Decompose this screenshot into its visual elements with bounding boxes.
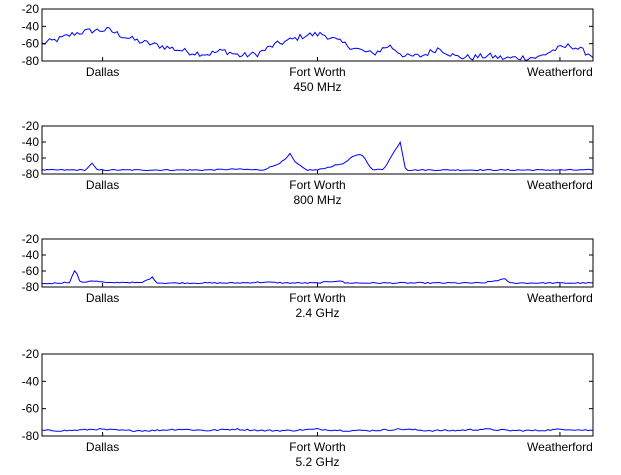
- x-tick-label: Dallas: [86, 65, 119, 79]
- x-tick-label: Weatherford: [527, 291, 593, 305]
- y-tick-label: -80: [22, 429, 40, 443]
- frequency-label: 5.2 GHz: [295, 455, 339, 469]
- y-tick-label: -60: [22, 264, 40, 278]
- y-tick-label: -40: [22, 374, 40, 388]
- x-tick-label: Fort Worth: [289, 440, 345, 454]
- y-tick-label: -20: [22, 119, 40, 133]
- panel-2: -80 -60 -40 -20 Dallas Fort Worth Weatherford 8…: [22, 119, 594, 207]
- axes-box: [41, 8, 594, 62]
- y-tick-label: -60: [22, 37, 40, 51]
- axes-box: [41, 353, 594, 437]
- y-tick-label: -20: [22, 2, 40, 16]
- panel-4: -80 -60 -40 -20 Dallas Fort Worth Weatherford 5…: [22, 347, 594, 469]
- y-tick-label: -80: [22, 280, 40, 294]
- frequency-label: 2.4 GHz: [295, 306, 339, 320]
- y-tick-label: -40: [22, 19, 40, 33]
- y-tick-label: -40: [22, 135, 40, 149]
- trace-line: [41, 140, 594, 172]
- axes-box: [41, 125, 594, 175]
- trace-line: [41, 427, 594, 432]
- y-tick-label: -20: [22, 232, 40, 246]
- x-tick-label: Weatherford: [527, 440, 593, 454]
- x-tick-label: Weatherford: [527, 178, 593, 192]
- frequency-label: 450 MHz: [293, 80, 341, 94]
- panel-3: -80 -60 -40 -20 Dallas Fort Worth Weatherford 2…: [22, 232, 594, 320]
- x-tick-label: Dallas: [86, 291, 119, 305]
- x-tick-label: Fort Worth: [289, 178, 345, 192]
- y-tick-label: -60: [22, 151, 40, 165]
- x-tick-label: Dallas: [86, 440, 119, 454]
- y-tick-label: -80: [22, 167, 40, 181]
- y-tick-label: -60: [22, 402, 40, 416]
- axes-box: [41, 238, 594, 288]
- trace-line: [41, 269, 594, 285]
- x-tick-label: Fort Worth: [289, 291, 345, 305]
- x-tick-label: Weatherford: [527, 65, 593, 79]
- panel-1: -80 -60 -40 -20 Dallas Fort Worth Weatherford 4…: [22, 2, 594, 94]
- x-tick-label: Fort Worth: [289, 65, 345, 79]
- y-tick-label: -40: [22, 248, 40, 262]
- y-tick-label: -80: [22, 54, 40, 68]
- x-tick-label: Dallas: [86, 178, 119, 192]
- y-tick-label: -20: [22, 347, 40, 361]
- trace-line: [41, 26, 594, 61]
- frequency-label: 800 MHz: [293, 193, 341, 207]
